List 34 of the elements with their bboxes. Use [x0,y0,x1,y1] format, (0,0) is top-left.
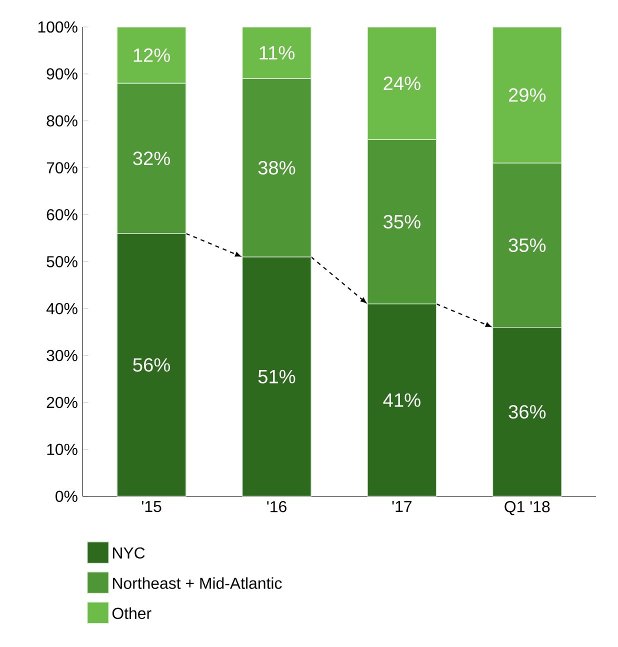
legend-label: Other [112,607,152,620]
y-tick-label: 80% [46,115,78,126]
x-tick-label: '15 [142,501,162,512]
data-label: 56% [133,358,170,372]
y-tick-label: 40% [46,302,78,314]
data-label: 11% [260,46,294,60]
data-label: 35% [384,215,420,229]
y-tick-label: 90% [46,68,78,80]
legend-label: Northeast + Mid-Atlantic [113,577,282,589]
x-tick-label: '17 [392,501,412,512]
y-tick-label: 50% [46,256,78,268]
bar [492,326,562,496]
data-label: 35% [508,238,546,252]
y-tick-label: 70% [46,162,78,174]
bar [116,233,186,496]
y-tick-label: 100% [38,21,78,33]
legend-label: NYC [113,547,145,559]
data-label: 32% [133,152,170,166]
data-label: 29% [508,88,546,102]
bar [367,304,437,496]
bar [242,256,312,496]
y-tick-label: 60% [46,209,78,220]
x-tick-label: '16 [267,501,286,512]
y-tick-label: 30% [46,350,78,362]
data-label: 51% [258,370,296,384]
y-tick-label: 20% [46,396,78,408]
y-tick-label: 0% [56,490,78,502]
data-label: 24% [384,76,420,90]
data-label: 41% [383,393,420,407]
data-label: 36% [508,405,546,419]
y-tick-label: 10% [47,444,78,456]
x-tick-label: Q1 '18 [504,501,550,516]
data-label: 12% [134,48,170,62]
data-label: 38% [258,161,296,175]
